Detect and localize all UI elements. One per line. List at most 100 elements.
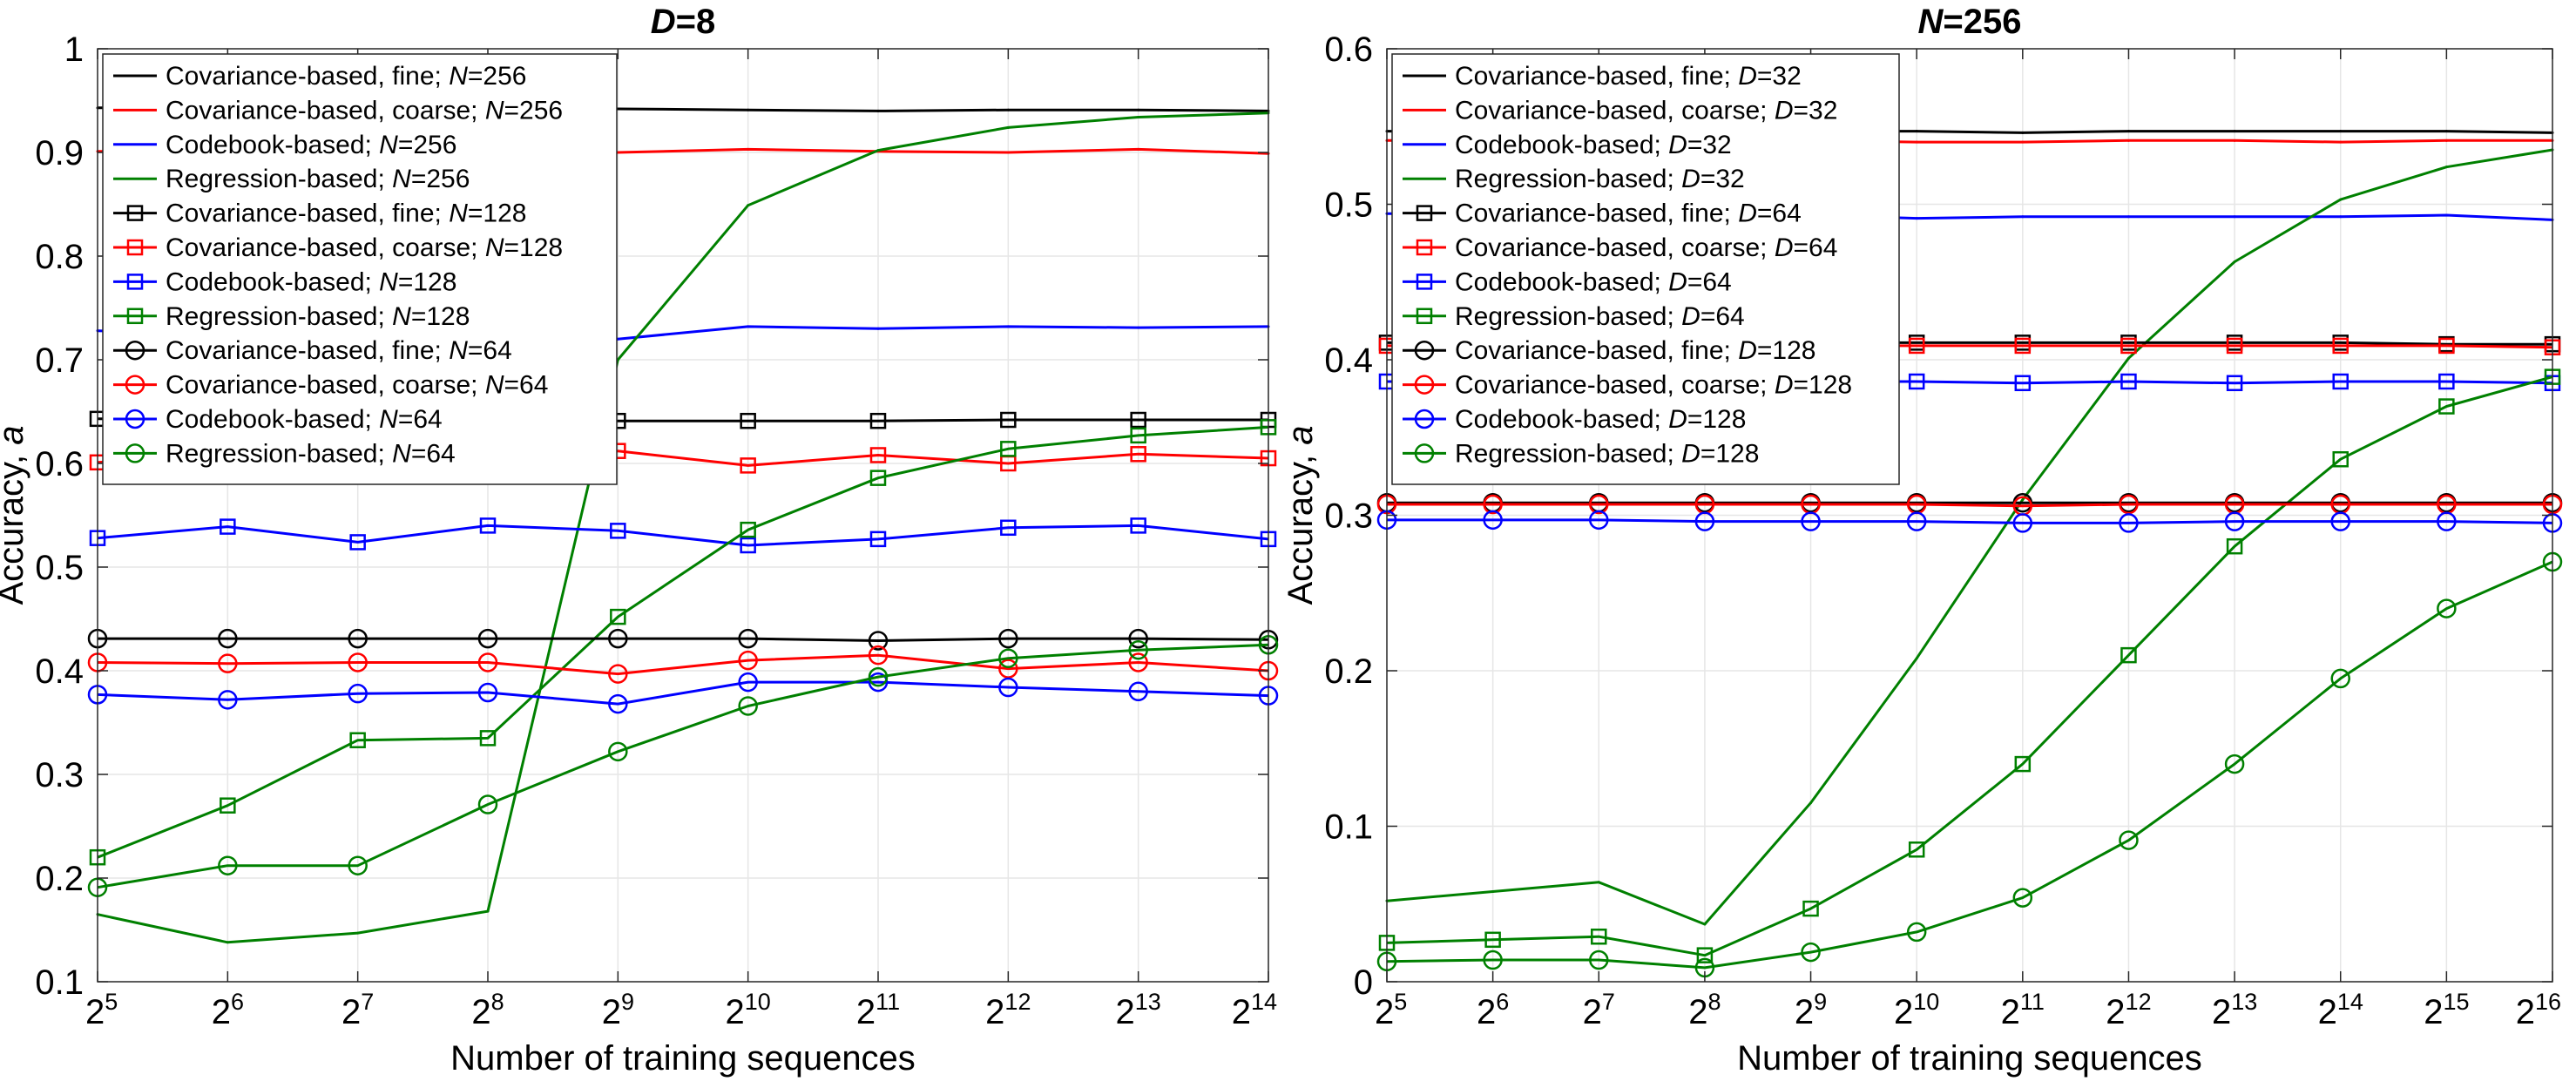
data-point-circle (2330, 511, 2350, 531)
data-point-square (1130, 446, 1146, 463)
legend-swatch-square (1416, 307, 1433, 325)
y-tick-label: 0.2 (1324, 652, 1373, 691)
data-point (2021, 498, 2025, 502)
chart-panel-2: 25 26 27 28 29 210 211 212 213 214 215 21600.10.20.… (1281, 3, 2563, 1078)
data-point-square (610, 523, 626, 539)
series-line (97, 680, 1269, 706)
data-point (1137, 116, 1140, 119)
legend-swatch-square (1416, 274, 1433, 290)
data-point-circle (1906, 922, 1927, 943)
legend-entry: Covariance-based, fine; D=32 (1455, 62, 1802, 91)
legend-entry-var: N (485, 233, 504, 262)
x-tick-label: 211 (2001, 989, 2045, 1031)
legend-entry: Covariance-based, coarse; D=64 (1455, 233, 1837, 262)
data-point (2339, 130, 2343, 133)
legend-entry-value: =32 (1687, 131, 1732, 159)
series-line (97, 112, 1269, 944)
x-tick-label: 210 (726, 989, 771, 1031)
legend-entry: Codebook-based; D=32 (1455, 131, 1732, 159)
data-point-circle (998, 628, 1018, 649)
y-tick-label: 0.5 (1324, 186, 1373, 225)
data-point (2339, 215, 2343, 219)
legend-entry-var: N (392, 439, 411, 468)
legend-swatch-circle (125, 443, 145, 463)
data-point-square (479, 517, 497, 534)
data-point-square (740, 521, 756, 538)
data-point-square (2438, 373, 2455, 390)
x-tick-label: 26 (1477, 989, 1509, 1031)
legend-entry: Regression-based; D=128 (1455, 439, 1759, 468)
data-point-circle (2012, 513, 2033, 533)
x-tick-label: 214 (2318, 989, 2363, 1031)
legend-entry-label: Covariance-based, fine; (1455, 336, 1738, 365)
y-tick-label: 0.8 (35, 238, 84, 276)
x-tick-label: 27 (1583, 989, 1615, 1031)
data-point-square (220, 797, 236, 814)
legend-entry-var: D (1681, 165, 1700, 193)
data-point-circle (608, 628, 628, 649)
data-point-square (1484, 931, 1501, 949)
data-point (1915, 217, 1918, 220)
x-tick-exponent: 9 (621, 989, 634, 1015)
legend-entry-var: D (1668, 131, 1687, 159)
legend-entry-value: =32 (1700, 165, 1745, 193)
x-tick-base: 2 (471, 993, 490, 1031)
legend-swatch-square (126, 307, 144, 325)
data-point-circle (1589, 949, 1609, 970)
x-tick-base: 2 (85, 993, 105, 1031)
data-point-square (740, 457, 756, 474)
y-axis-label: Accuracy, a (0, 426, 30, 605)
data-point-circle (1128, 681, 1148, 702)
data-point (1491, 889, 1495, 893)
data-point-circle (2119, 830, 2139, 850)
legend-entry: Covariance-based, fine; D=128 (1455, 336, 1815, 365)
x-tick-exponent: 16 (2535, 989, 2561, 1015)
data-point-circle (2330, 668, 2350, 689)
legend-entry-value: =128 (504, 233, 564, 262)
data-point-square (2226, 375, 2243, 392)
x-axis-label: Number of training sequences (1737, 1039, 2202, 1078)
legend-entry: Regression-based; N=128 (166, 302, 470, 331)
data-point-circle (218, 628, 238, 649)
data-point-circle (2437, 511, 2457, 531)
data-point-circle (2437, 598, 2457, 618)
data-point-square (2226, 337, 2243, 355)
legend-entry-var: N (485, 371, 504, 400)
data-point-square (2120, 373, 2137, 390)
data-point-circle (608, 664, 628, 684)
x-tick-exponent: 10 (1913, 989, 1939, 1015)
legend-entry-value: =64 (1757, 199, 1802, 228)
legend-entry-var: N (379, 405, 398, 434)
legend-entry-label: Regression-based; (1455, 302, 1681, 331)
legend-swatch-square (1416, 205, 1433, 221)
data-point-square (2332, 450, 2349, 468)
legend-entry-label: Regression-based; (166, 302, 392, 331)
data-point-circle (477, 682, 498, 703)
legend-swatch-square (126, 274, 144, 290)
data-point-square (1130, 427, 1146, 444)
data-point-circle (1801, 511, 1821, 531)
x-tick-base: 2 (1795, 993, 1814, 1031)
legend-entry-value: =128 (1687, 405, 1747, 434)
x-tick-label: 213 (2212, 989, 2257, 1031)
x-tick-base: 2 (1375, 993, 1394, 1031)
x-tick-label: 28 (471, 989, 504, 1031)
data-point-square (740, 412, 756, 429)
legend-entry-label: Codebook-based; (1455, 131, 1668, 159)
series-line (97, 643, 1269, 889)
data-point (2126, 215, 2130, 219)
legend-swatch-circle (1414, 443, 1435, 463)
y-tick-label: 0.6 (35, 445, 84, 483)
x-tick-exponent: 7 (1602, 989, 1615, 1015)
legend-entry-var: N (379, 131, 398, 159)
legend: Covariance-based, fine; D=32Covariance-b… (1391, 53, 1900, 485)
legend-entry-value: =64 (1687, 267, 1732, 296)
legend-swatch-circle (125, 375, 145, 395)
y-tick-label: 0 (1354, 963, 1373, 1002)
data-point-square (1908, 337, 1925, 355)
chart-title-var: N (1918, 3, 1944, 41)
data-point-circle (1483, 510, 1503, 530)
legend-entry-var: D (1738, 62, 1757, 91)
x-tick-exponent: 6 (1496, 989, 1509, 1015)
